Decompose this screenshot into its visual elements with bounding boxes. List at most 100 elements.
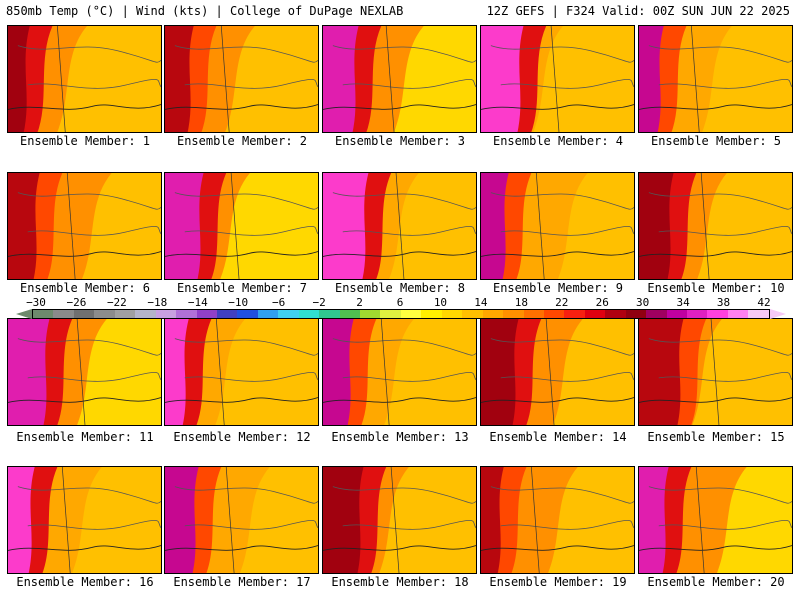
colorbar-swatch xyxy=(196,310,217,318)
colorbar-swatch xyxy=(707,310,728,318)
ensemble-member-label: Ensemble Member: 8 xyxy=(334,281,466,295)
colorbar-max-arrow xyxy=(770,309,786,319)
colorbar-tick-label: 18 xyxy=(514,296,528,309)
page-title: 850mb Temp (°C) | Wind (kts) | College o… xyxy=(6,4,404,18)
colorbar-swatch xyxy=(216,310,238,318)
colorbar-swatch xyxy=(605,310,626,318)
ensemble-member-map xyxy=(164,318,319,426)
colorbar-swatch xyxy=(155,310,177,318)
colorbar-swatch xyxy=(339,310,360,318)
ensemble-member-label: Ensemble Member: 5 xyxy=(650,134,782,148)
colorbar-swatch xyxy=(53,310,74,318)
colorbar-swatch xyxy=(319,310,340,318)
ensemble-member-map xyxy=(638,25,793,133)
ensemble-member-label: Ensemble Member: 19 xyxy=(489,575,627,589)
colorbar-swatch xyxy=(73,310,95,318)
ensemble-member-label: Ensemble Member: 17 xyxy=(173,575,311,589)
colorbar-swatch xyxy=(176,310,197,318)
colorbar-tick-label: −10 xyxy=(228,296,249,309)
colorbar-swatch xyxy=(625,310,647,318)
ensemble-member-label: Ensemble Member: 12 xyxy=(173,430,311,444)
ensemble-member-label: Ensemble Member: 15 xyxy=(647,430,785,444)
colorbar-swatch xyxy=(727,310,749,318)
colorbar-swatch xyxy=(298,310,320,318)
ensemble-member-map xyxy=(480,318,635,426)
colorbar-tick-label: −2 xyxy=(312,296,326,309)
colorbar-swatch xyxy=(523,310,544,318)
temperature-colorbar xyxy=(32,309,770,319)
ensemble-member-map xyxy=(7,25,162,133)
colorbar-swatch xyxy=(237,310,258,318)
colorbar-tick-label: −30 xyxy=(26,296,46,309)
run-valid-time: 12Z GEFS | F324 Valid: 00Z SUN JUN 22 20… xyxy=(486,4,790,18)
colorbar-swatch xyxy=(584,310,606,318)
ensemble-member-label: Ensemble Member: 16 xyxy=(16,575,154,589)
colorbar-swatch xyxy=(257,310,279,318)
ensemble-member-label: Ensemble Member: 3 xyxy=(334,134,466,148)
ensemble-member-map xyxy=(322,466,477,574)
ensemble-member-map xyxy=(7,466,162,574)
colorbar-tick-label: −18 xyxy=(147,296,168,309)
colorbar-swatch xyxy=(421,310,442,318)
colorbar-tick-label: 42 xyxy=(757,296,771,309)
colorbar-swatch xyxy=(666,310,687,318)
colorbar-tick-label: −6 xyxy=(272,296,286,309)
colorbar-tick-label: 10 xyxy=(433,296,448,309)
ensemble-member-label: Ensemble Member: 1 xyxy=(19,134,151,148)
ensemble-member-label: Ensemble Member: 18 xyxy=(331,575,469,589)
ensemble-member-label: Ensemble Member: 10 xyxy=(647,281,785,295)
colorbar-swatch xyxy=(503,310,524,318)
colorbar-tick-label: 22 xyxy=(555,296,569,309)
colorbar-ticks: −30 −26 −22 −18 −14 −10 −6 −2 2 6 10 14 18 22 26 30 34 38… xyxy=(0,296,800,309)
colorbar-swatch xyxy=(135,310,156,318)
ensemble-member-map xyxy=(164,172,319,280)
ensemble-member-label: Ensemble Member: 9 xyxy=(492,281,624,295)
colorbar-tick-label: 6 xyxy=(396,296,404,309)
ensemble-member-map xyxy=(638,172,793,280)
colorbar-tick-label: 14 xyxy=(474,296,488,309)
ensemble-member-label: Ensemble Member: 7 xyxy=(176,281,308,295)
colorbar-swatch xyxy=(646,310,667,318)
ensemble-member-label: Ensemble Member: 13 xyxy=(331,430,469,444)
ensemble-member-label: Ensemble Member: 11 xyxy=(16,430,154,444)
colorbar-swatch xyxy=(94,310,115,318)
ensemble-member-map xyxy=(322,172,477,280)
colorbar-swatch xyxy=(482,310,504,318)
colorbar-swatch xyxy=(360,310,381,318)
ensemble-member-map xyxy=(164,25,319,133)
colorbar-swatch xyxy=(748,310,769,318)
colorbar-swatch xyxy=(462,310,483,318)
colorbar-tick-label: −22 xyxy=(106,296,127,309)
ensemble-member-map xyxy=(7,318,162,426)
colorbar-swatch xyxy=(380,310,401,318)
ensemble-member-label: Ensemble Member: 20 xyxy=(647,575,785,589)
colorbar-tick-label: 38 xyxy=(716,296,731,309)
ensemble-member-map xyxy=(480,466,635,574)
colorbar-swatch xyxy=(543,310,565,318)
ensemble-member-map xyxy=(480,25,635,133)
ensemble-member-label: Ensemble Member: 6 xyxy=(19,281,151,295)
ensemble-member-map xyxy=(322,25,477,133)
colorbar-tick-label: 30 xyxy=(636,296,650,309)
colorbar-min-arrow xyxy=(16,309,32,319)
ensemble-member-map xyxy=(7,172,162,280)
colorbar-tick-label: 34 xyxy=(676,296,690,309)
colorbar-swatch xyxy=(114,310,136,318)
ensemble-member-map xyxy=(638,318,793,426)
colorbar-tick-label: 2 xyxy=(356,296,363,309)
colorbar-swatch xyxy=(278,310,299,318)
ensemble-member-map xyxy=(638,466,793,574)
ensemble-member-label: Ensemble Member: 2 xyxy=(176,134,308,148)
colorbar-swatch xyxy=(33,310,54,318)
ensemble-member-map xyxy=(164,466,319,574)
ensemble-member-map xyxy=(322,318,477,426)
colorbar-tick-label: 26 xyxy=(595,296,609,309)
ensemble-member-map xyxy=(480,172,635,280)
colorbar-tick-label: −14 xyxy=(187,296,208,309)
colorbar-swatch xyxy=(400,310,422,318)
colorbar-swatch xyxy=(564,310,585,318)
colorbar-swatch xyxy=(687,310,708,318)
colorbar-swatch xyxy=(441,310,463,318)
colorbar-tick-label: −26 xyxy=(66,296,87,309)
ensemble-member-label: Ensemble Member: 4 xyxy=(492,134,624,148)
